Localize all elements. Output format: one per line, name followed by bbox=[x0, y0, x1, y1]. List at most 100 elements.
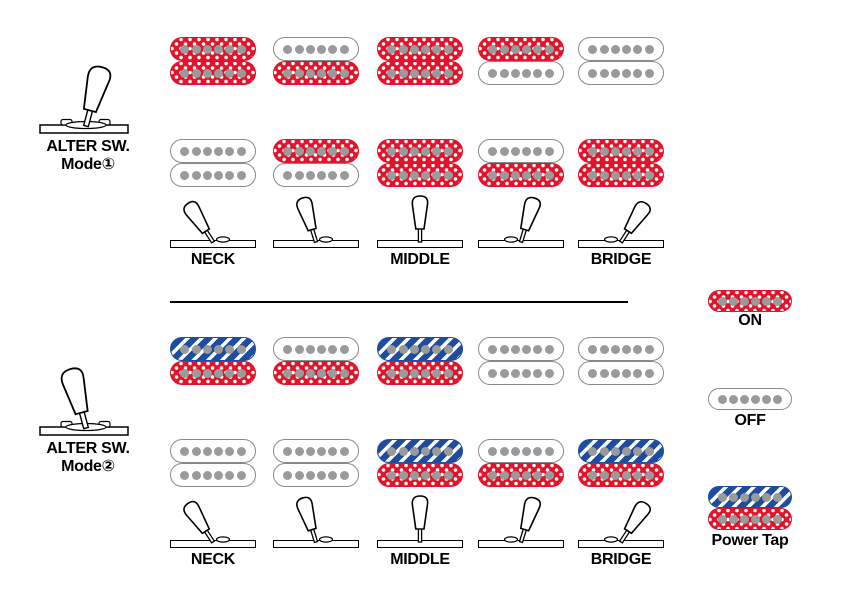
pole-piece-dot bbox=[421, 44, 431, 54]
pole-piece-dot bbox=[387, 344, 397, 354]
pole-piece-dot bbox=[236, 170, 246, 180]
coil-on bbox=[170, 361, 256, 385]
pole-piece-dot bbox=[610, 344, 620, 354]
mode1-neck-pickup-row-pos1 bbox=[170, 37, 256, 85]
section-divider bbox=[170, 301, 628, 303]
pole-piece-dot bbox=[317, 44, 327, 54]
coil-off bbox=[478, 361, 564, 385]
pole-piece-dot bbox=[599, 446, 609, 456]
pole-piece-dot bbox=[588, 68, 598, 78]
coil-off bbox=[273, 337, 359, 361]
coil-off bbox=[170, 463, 256, 487]
pole-piece-dot bbox=[328, 470, 338, 480]
pole-piece-dot bbox=[317, 146, 327, 156]
pole-piece-dot bbox=[610, 146, 620, 156]
coil-on bbox=[578, 463, 664, 487]
pole-piece-dot bbox=[294, 68, 304, 78]
mode2-bridge-pickup-row-pos1 bbox=[170, 439, 256, 487]
pole-piece-dot bbox=[622, 170, 632, 180]
pole-piece-dot bbox=[432, 446, 442, 456]
pole-piece-dot bbox=[202, 170, 212, 180]
pole-piece-dot bbox=[751, 394, 760, 404]
mode1-bridge-pickup-row-pos4 bbox=[478, 139, 564, 187]
pole-piece-dot bbox=[398, 368, 408, 378]
pole-piece-dot bbox=[180, 446, 190, 456]
pole-piece-dot bbox=[740, 492, 749, 502]
pole-piece-dot bbox=[499, 170, 509, 180]
mode1-bridge-pickup-row-pos2 bbox=[273, 139, 359, 187]
pole-piece-dot bbox=[729, 514, 738, 524]
coil-off bbox=[170, 139, 256, 163]
pole-piece-dot bbox=[421, 146, 431, 156]
pole-piece-dot bbox=[544, 470, 554, 480]
coil-on bbox=[377, 37, 463, 61]
pole-piece-dot bbox=[339, 344, 349, 354]
coil-off bbox=[478, 139, 564, 163]
coil-tap bbox=[377, 337, 463, 361]
mode1-bridge-pickup-row-pos3 bbox=[377, 139, 463, 187]
pole-piece-dot bbox=[443, 170, 453, 180]
pole-piece-dot bbox=[533, 44, 543, 54]
pole-piece-dot bbox=[588, 470, 598, 480]
pole-piece-dot bbox=[488, 344, 498, 354]
legend-label-power-tap: Power Tap bbox=[711, 532, 789, 549]
pole-piece-dot bbox=[588, 368, 598, 378]
pole-piece-dot bbox=[398, 470, 408, 480]
mode1-switch-mode-label: Mode① bbox=[61, 156, 115, 173]
pole-piece-dot bbox=[718, 514, 727, 524]
pole-piece-dot bbox=[387, 68, 397, 78]
pole-piece-dot bbox=[328, 344, 338, 354]
pole-piece-dot bbox=[633, 44, 643, 54]
mode2-position-label-middle: MIDDLE bbox=[390, 551, 450, 568]
pole-piece-dot bbox=[499, 344, 509, 354]
pole-piece-dot bbox=[499, 68, 509, 78]
pole-piece-dot bbox=[305, 44, 315, 54]
pole-piece-dot bbox=[533, 470, 543, 480]
pole-piece-dot bbox=[610, 68, 620, 78]
pole-piece-dot bbox=[236, 446, 246, 456]
mode2-alter-switch-icon bbox=[23, 357, 153, 437]
pole-piece-dot bbox=[305, 146, 315, 156]
coil-on bbox=[578, 163, 664, 187]
pole-piece-dot bbox=[283, 344, 293, 354]
pole-piece-dot bbox=[622, 446, 632, 456]
pole-piece-dot bbox=[283, 68, 293, 78]
pole-piece-dot bbox=[533, 170, 543, 180]
pole-piece-dot bbox=[191, 470, 201, 480]
pole-piece-dot bbox=[202, 446, 212, 456]
mode1-bridge-pickup-row-pos5 bbox=[578, 139, 664, 187]
pole-piece-dot bbox=[398, 68, 408, 78]
pole-piece-dot bbox=[214, 170, 224, 180]
pole-piece-dot bbox=[443, 68, 453, 78]
mode2-position-label-bridge: BRIDGE bbox=[590, 551, 652, 568]
pole-piece-dot bbox=[588, 44, 598, 54]
coil-off bbox=[273, 163, 359, 187]
pole-piece-dot bbox=[214, 446, 224, 456]
pole-piece-dot bbox=[432, 368, 442, 378]
pole-piece-dot bbox=[214, 44, 224, 54]
pole-piece-dot bbox=[610, 368, 620, 378]
pole-piece-dot bbox=[294, 44, 304, 54]
coil-off bbox=[578, 337, 664, 361]
pole-piece-dot bbox=[305, 368, 315, 378]
coil-off bbox=[273, 37, 359, 61]
pole-piece-dot bbox=[421, 170, 431, 180]
pole-piece-dot bbox=[499, 470, 509, 480]
pole-piece-dot bbox=[421, 470, 431, 480]
pole-piece-dot bbox=[544, 146, 554, 156]
pole-piece-dot bbox=[339, 68, 349, 78]
pole-piece-dot bbox=[294, 446, 304, 456]
mode1-selector-lever-pos5 bbox=[576, 186, 666, 244]
mode2-bridge-pickup-row-pos2 bbox=[273, 439, 359, 487]
pole-piece-dot bbox=[544, 44, 554, 54]
pole-piece-dot bbox=[305, 446, 315, 456]
coil-on bbox=[478, 463, 564, 487]
pole-piece-dot bbox=[443, 368, 453, 378]
pole-piece-dot bbox=[544, 170, 554, 180]
pole-piece-dot bbox=[773, 394, 782, 404]
mode2-neck-pickup-row-pos5 bbox=[578, 337, 664, 385]
pole-piece-dot bbox=[610, 44, 620, 54]
pole-piece-dot bbox=[191, 368, 201, 378]
pole-piece-dot bbox=[225, 470, 235, 480]
coil-on bbox=[578, 139, 664, 163]
